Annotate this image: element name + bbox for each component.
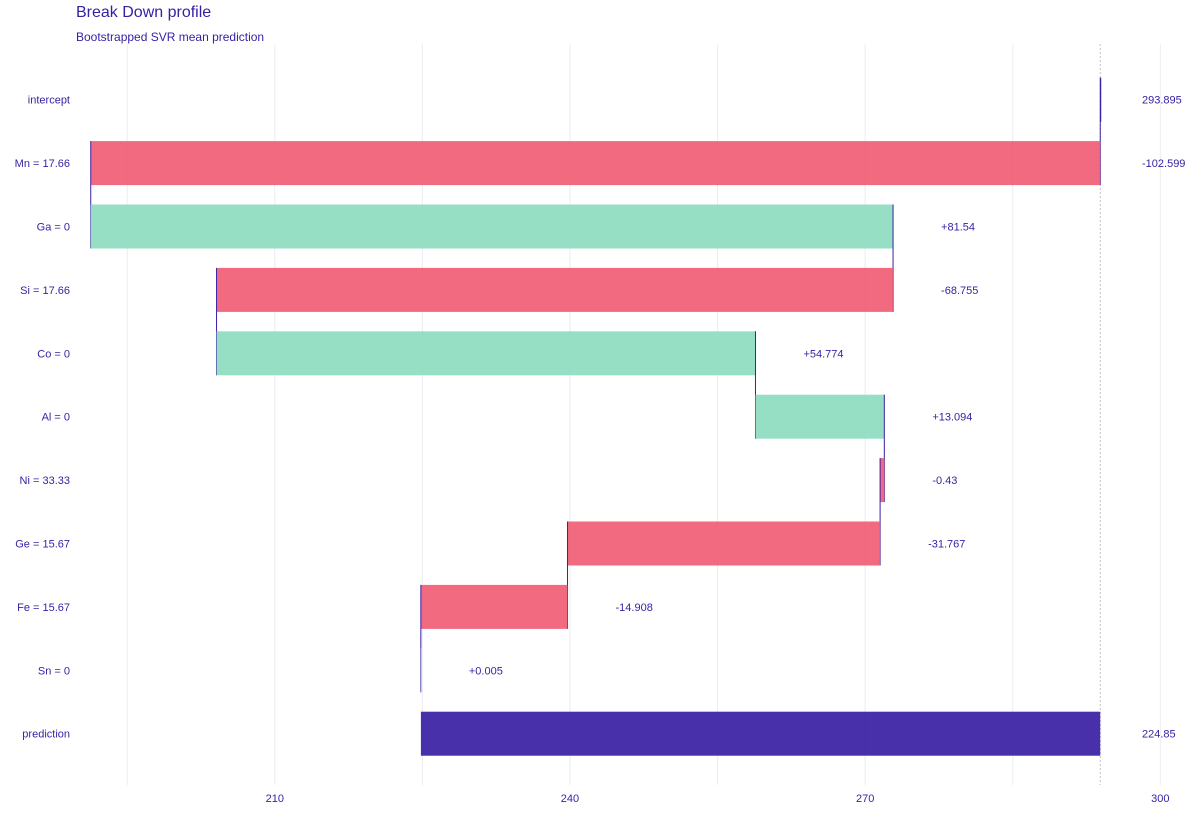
contribution-bar	[216, 331, 756, 376]
prediction-bar	[420, 711, 1101, 756]
category-label: prediction	[22, 729, 70, 741]
x-tick-label: 210	[266, 793, 284, 805]
value-label: 224.85	[1142, 729, 1176, 741]
value-label: +0.005	[469, 665, 503, 677]
category-label: Si = 17.66	[20, 285, 70, 297]
category-label: Fe = 15.67	[17, 602, 70, 614]
x-tick-label: 300	[1151, 793, 1169, 805]
contribution-bar	[567, 521, 881, 566]
value-label: +54.774	[803, 348, 843, 360]
value-label: -0.43	[932, 475, 957, 487]
contribution-bar	[755, 394, 885, 439]
contribution-bar	[90, 204, 894, 249]
contribution-bar	[420, 584, 568, 629]
contribution-bar	[216, 267, 894, 312]
category-label: intercept	[28, 95, 70, 107]
category-label: Ga = 0	[37, 222, 70, 234]
chart-title: Break Down profile	[76, 4, 212, 21]
label-layer: 210 240 270 300 intercept 293.895 Mn = 17.66 -1…	[15, 95, 1186, 805]
bar-layer	[90, 77, 1102, 756]
category-label: Co = 0	[37, 348, 70, 360]
category-label: Ni = 33.33	[20, 475, 70, 487]
category-label: Sn = 0	[38, 665, 70, 677]
value-label: -68.755	[941, 285, 978, 297]
category-label: Mn = 17.66	[15, 158, 70, 170]
x-tick-label: 240	[561, 793, 579, 805]
value-label: -31.767	[928, 539, 965, 551]
contribution-bar	[90, 141, 1101, 186]
value-label: +81.54	[941, 222, 975, 234]
value-label: 293.895	[1142, 95, 1182, 107]
value-label: -102.599	[1142, 158, 1185, 170]
contribution-bar	[880, 458, 885, 503]
value-label: -14.908	[616, 602, 653, 614]
contribution-bar	[420, 648, 422, 693]
category-label: Ge = 15.67	[15, 539, 70, 551]
category-label: Al = 0	[42, 412, 70, 424]
chart-subtitle: Bootstrapped SVR mean prediction	[76, 30, 265, 44]
value-label: +13.094	[932, 412, 972, 424]
x-tick-label: 270	[856, 793, 874, 805]
